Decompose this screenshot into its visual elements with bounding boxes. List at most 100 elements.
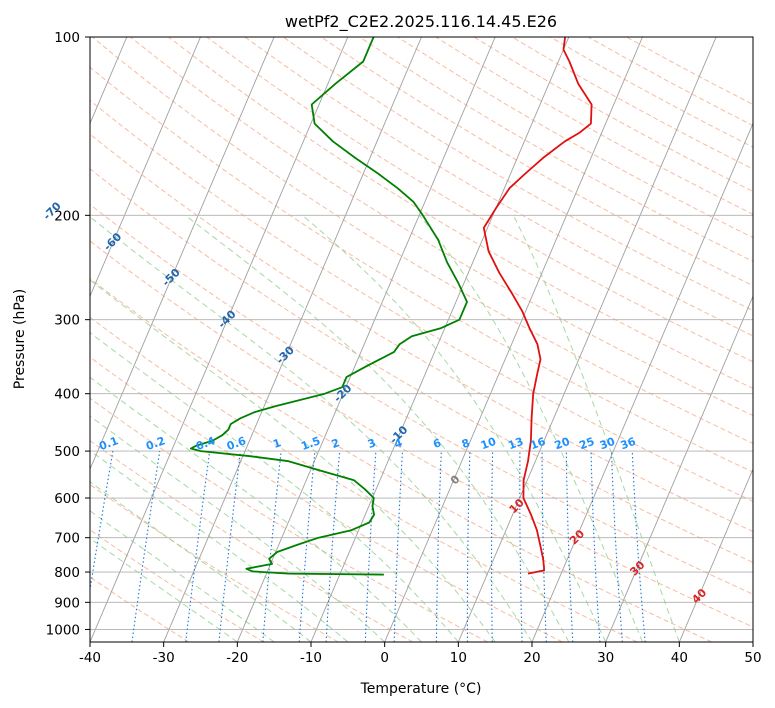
mixing-ratio-line [490, 451, 494, 642]
isotherm [531, 122, 753, 642]
y-tick-label: 300 [54, 313, 80, 329]
mixing-ratio-label: 0.2 [144, 434, 167, 453]
x-tick-label: -40 [79, 650, 101, 666]
moist-adiabat [90, 510, 275, 642]
isotherm [457, 37, 717, 642]
isotherm [678, 467, 753, 642]
dry-adiabat [282, 37, 753, 312]
moist-adiabat [90, 449, 349, 642]
moist-adiabat [184, 214, 570, 642]
y-tick-label: 600 [54, 491, 80, 507]
isotherm-label: 0 [448, 472, 463, 487]
dry-adiabat [435, 37, 753, 215]
x-tick-label: 0 [380, 650, 389, 666]
isotherm [90, 37, 201, 298]
moist-adiabat [512, 215, 680, 642]
isotherm-label: -20 [331, 381, 354, 404]
x-tick-label: 30 [597, 650, 614, 666]
mixing-ratio-label: 20 [553, 435, 572, 453]
isotherm [236, 37, 496, 642]
x-tick-label: -30 [153, 650, 175, 666]
dry-adiabat [90, 316, 638, 642]
x-tick-label: 40 [671, 650, 688, 666]
dry-adiabat-label: 30 [628, 558, 648, 578]
mixing-ratio-label: 16 [528, 435, 547, 453]
mixing-ratio-label: 10 [479, 435, 498, 453]
mixing-ratio-line [131, 451, 161, 642]
mixing-ratio-line [565, 451, 574, 642]
moist-adiabat [90, 537, 238, 642]
mixing-ratio-line [262, 451, 282, 642]
dry-adiabat [90, 133, 753, 533]
dewpoint-profile [190, 37, 468, 576]
dry-adiabat-label: 20 [567, 527, 587, 547]
dry-adiabat [244, 37, 753, 337]
mixing-ratio-label: 8 [460, 436, 472, 451]
x-axis-title: Temperature (°C) [360, 681, 482, 697]
dry-adiabat [206, 37, 753, 363]
dry-adiabat [359, 37, 753, 263]
mixing-ratio-line [90, 451, 114, 594]
dry-adiabat [90, 99, 753, 502]
x-tick-label: 10 [450, 650, 467, 666]
mixing-ratio-label: 1.5 [299, 434, 322, 453]
mixing-ratio-label: 6 [431, 436, 443, 451]
temperature-profile [482, 37, 593, 575]
mixing-ratio-line [435, 451, 442, 642]
dry-adiabat [511, 37, 753, 170]
mixing-ratio-line [298, 451, 316, 642]
mixing-ratio-label: 2 [330, 436, 342, 451]
dry-adiabat-label: 40 [689, 586, 709, 606]
isotherm [310, 37, 570, 642]
moist-adiabat [90, 481, 312, 642]
mixing-ratio-line [185, 451, 211, 642]
moist-adiabat [90, 331, 459, 642]
dry-adiabat [90, 576, 190, 642]
mixing-ratio-label: 0.1 [97, 434, 120, 453]
dry-adiabat [168, 37, 753, 389]
moist-adiabat [301, 214, 607, 642]
y-tick-label: 500 [54, 444, 80, 460]
dry-adiabat [90, 397, 488, 642]
mixing-ratio-label: 30 [598, 435, 617, 453]
y-tick-label: 800 [54, 565, 80, 581]
dry-adiabat [90, 240, 753, 628]
moist-adiabat [90, 279, 496, 642]
dry-adiabat [90, 440, 414, 642]
chart-title: wetPf2_C2E2.2025.116.14.45.E26 [285, 12, 557, 32]
dry-adiabat [90, 483, 339, 642]
y-tick-label: 400 [54, 387, 80, 403]
dry-adiabat [90, 356, 563, 642]
mixing-ratio-label: 36 [619, 435, 638, 453]
isotherm-label: -80 [0, 169, 3, 192]
isotherm [163, 37, 422, 642]
isotherm [384, 37, 643, 642]
isotherm [605, 295, 753, 642]
isotherm [752, 640, 753, 642]
isotherm [90, 37, 349, 642]
x-tick-label: -20 [226, 650, 248, 666]
moist-adiabat [419, 214, 643, 642]
dry-adiabat [90, 203, 753, 595]
isotherm [90, 37, 275, 471]
isotherm-label: -60 [101, 230, 124, 253]
mixing-ratio-label: 3 [366, 436, 378, 451]
dry-adiabat [90, 168, 753, 563]
dry-adiabat [91, 37, 753, 445]
y-tick-label: 200 [54, 208, 80, 224]
x-tick-label: -10 [300, 650, 322, 666]
mixing-ratio-label: 25 [577, 435, 596, 452]
mixing-ratio-line [218, 451, 242, 642]
y-tick-label: 1000 [46, 622, 80, 638]
dry-adiabat [549, 37, 753, 148]
isotherm-label: -40 [215, 307, 238, 330]
y-tick-label: 900 [54, 595, 80, 611]
y-tick-label: 100 [54, 30, 80, 46]
dry-adiabat [90, 66, 753, 473]
mixing-ratio-label: 0.6 [225, 434, 248, 453]
mixing-ratio-label: 1 [271, 436, 283, 451]
moist-adiabat [90, 415, 386, 642]
mixing-ratio-label: 13 [506, 435, 525, 452]
x-tick-label: 20 [523, 650, 540, 666]
